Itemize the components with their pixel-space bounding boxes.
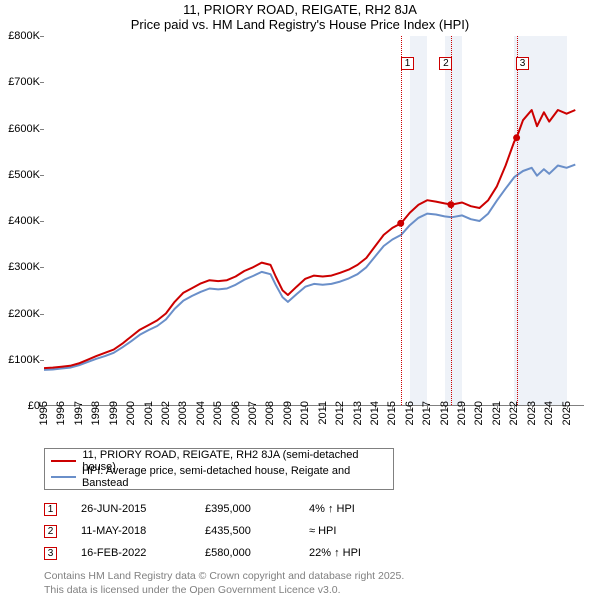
x-tick-label: 2009: [282, 401, 294, 425]
event-vline: [401, 36, 402, 405]
chart-container: 11, PRIORY ROAD, REIGATE, RH2 8JA Price …: [0, 0, 600, 590]
x-tick-label: 2019: [456, 401, 468, 425]
series-price_paid: [44, 110, 575, 368]
event-date: 16-FEB-2022: [81, 547, 181, 559]
footnote-line1: Contains HM Land Registry data © Crown c…: [44, 570, 600, 584]
x-tick-label: 2014: [369, 401, 381, 425]
legend-box: 11, PRIORY ROAD, REIGATE, RH2 8JA (semi-…: [44, 448, 394, 490]
event-row: 1 26-JUN-2015 £395,000 4% ↑ HPI: [44, 498, 600, 520]
legend-label: HPI: Average price, semi-detached house,…: [82, 465, 387, 489]
x-tick-label: 2025: [561, 401, 573, 425]
x-tick-label: 2017: [421, 401, 433, 425]
series-hpi: [44, 165, 575, 370]
y-tick-label: £100K: [0, 354, 40, 366]
y-tick-label: £400K: [0, 215, 40, 227]
events-table: 1 26-JUN-2015 £395,000 4% ↑ HPI 2 11-MAY-2018…: [44, 498, 600, 564]
x-tick-label: 2021: [491, 401, 503, 425]
event-row: 3 16-FEB-2022 £580,000 22% ↑ HPI: [44, 542, 600, 564]
x-tick-label: 2010: [299, 401, 311, 425]
event-marker: 2: [439, 57, 452, 70]
event-vline: [517, 36, 518, 405]
x-tick-label: 2006: [230, 401, 242, 425]
x-tick-label: 1996: [55, 401, 67, 425]
x-tick-label: 2023: [526, 401, 538, 425]
legend-row: HPI: Average price, semi-detached house,…: [51, 469, 387, 485]
titles: 11, PRIORY ROAD, REIGATE, RH2 8JA Price …: [0, 0, 600, 32]
x-tick-label: 2013: [352, 401, 364, 425]
x-tick-label: 2000: [125, 401, 137, 425]
y-tick-label: £800K: [0, 30, 40, 42]
chart-lines-svg: [44, 36, 584, 406]
event-diff: 22% ↑ HPI: [309, 547, 429, 559]
title-address: 11, PRIORY ROAD, REIGATE, RH2 8JA: [0, 2, 600, 17]
y-tick-label: £700K: [0, 76, 40, 88]
x-tick-label: 1998: [90, 401, 102, 425]
x-tick-label: 2015: [386, 401, 398, 425]
footnote-line2: This data is licensed under the Open Gov…: [44, 584, 600, 597]
x-tick-label: 2002: [160, 401, 172, 425]
x-tick-label: 2018: [439, 401, 451, 425]
event-marker: 3: [516, 57, 529, 70]
event-number-box: 3: [44, 547, 57, 560]
x-tick-label: 2004: [195, 401, 207, 425]
title-subtitle: Price paid vs. HM Land Registry's House …: [0, 17, 600, 32]
x-tick-label: 2007: [247, 401, 259, 425]
x-tick-label: 1997: [73, 401, 85, 425]
event-vline: [451, 36, 452, 405]
x-tick-label: 2022: [508, 401, 520, 425]
y-tick-label: £300K: [0, 261, 40, 273]
event-price: £435,500: [205, 525, 285, 537]
x-tick-label: 2008: [264, 401, 276, 425]
y-tick-label: £600K: [0, 123, 40, 135]
footnote: Contains HM Land Registry data © Crown c…: [44, 570, 600, 597]
chart-plot-area: £0£100K£200K£300K£400K£500K£600K£700K£80…: [44, 36, 584, 406]
event-number-box: 1: [44, 503, 57, 516]
event-price: £580,000: [205, 547, 285, 559]
legend-swatch: [51, 476, 76, 478]
y-tick-label: £200K: [0, 308, 40, 320]
x-tick-label: 2001: [143, 401, 155, 425]
x-tick-label: 1999: [108, 401, 120, 425]
y-tick-label: £500K: [0, 169, 40, 181]
event-number-box: 2: [44, 525, 57, 538]
x-tick-label: 2003: [177, 401, 189, 425]
event-price: £395,000: [205, 503, 285, 515]
x-tick-label: 2011: [317, 401, 329, 425]
x-tick-label: 2005: [212, 401, 224, 425]
event-date: 11-MAY-2018: [81, 525, 181, 537]
x-tick-label: 2020: [473, 401, 485, 425]
event-marker: 1: [401, 57, 414, 70]
x-tick-label: 2016: [404, 401, 416, 425]
event-date: 26-JUN-2015: [81, 503, 181, 515]
legend-swatch: [51, 460, 76, 462]
event-diff: 4% ↑ HPI: [309, 503, 429, 515]
event-diff: ≈ HPI: [309, 525, 429, 537]
x-tick-label: 1995: [38, 401, 50, 425]
event-row: 2 11-MAY-2018 £435,500 ≈ HPI: [44, 520, 600, 542]
y-tick-label: £0: [0, 400, 40, 412]
x-tick-label: 2024: [543, 401, 555, 425]
x-tick-label: 2012: [334, 401, 346, 425]
